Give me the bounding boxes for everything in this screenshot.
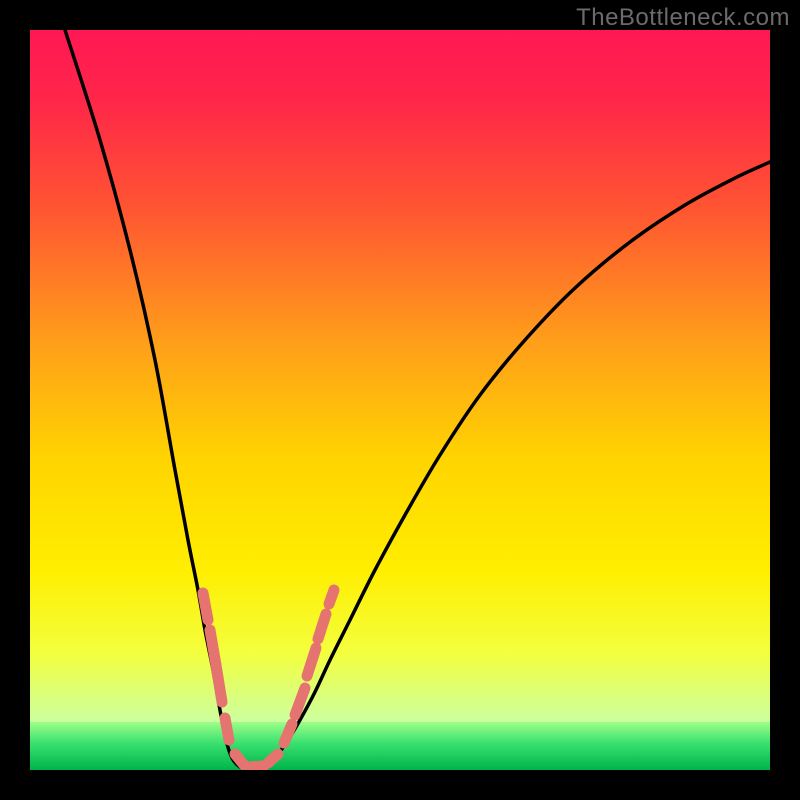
chart-svg [30, 30, 770, 770]
watermark-text: TheBottleneck.com [576, 4, 790, 32]
marker-segment [246, 766, 264, 767]
marker-segment [329, 590, 334, 604]
marker-segment [225, 718, 229, 740]
marker-segment [216, 665, 222, 702]
marker-segment [307, 648, 316, 676]
plot-area [30, 30, 770, 770]
bottleneck-curve [65, 30, 770, 770]
marker-segment [284, 724, 292, 743]
marker-segment [318, 614, 326, 639]
marker-group [203, 590, 334, 767]
marker-segment [203, 593, 208, 620]
chart-frame: TheBottleneck.com [0, 0, 800, 800]
marker-segment [268, 754, 278, 763]
